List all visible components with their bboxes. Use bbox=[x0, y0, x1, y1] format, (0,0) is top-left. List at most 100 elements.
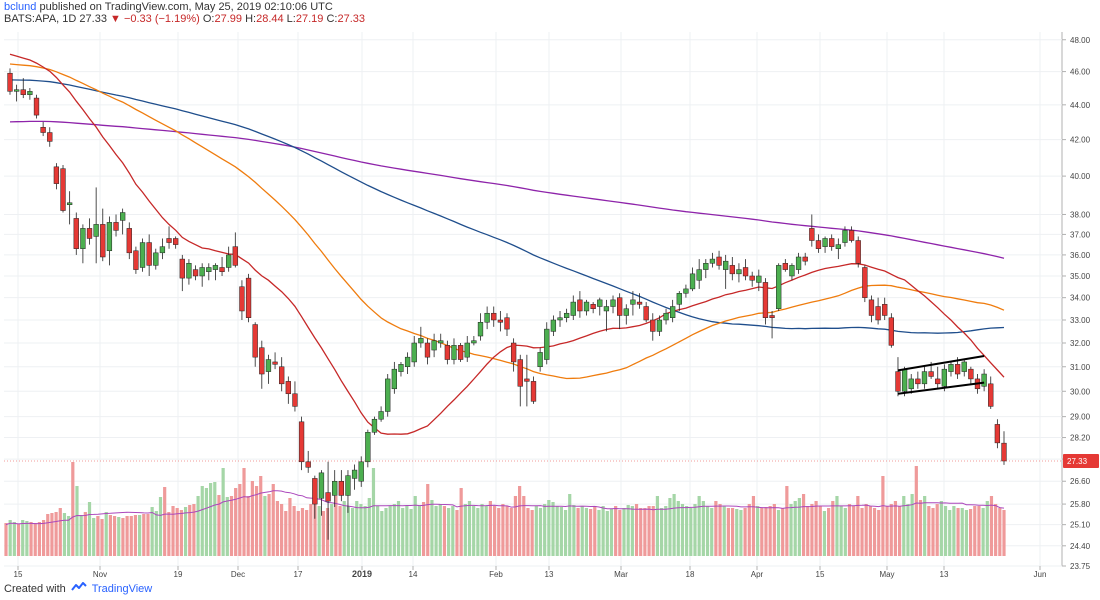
volume-bar bbox=[79, 515, 83, 556]
volume-bar bbox=[806, 506, 810, 556]
volume-bar bbox=[225, 497, 229, 556]
volume-bar bbox=[852, 506, 856, 556]
volume-bar bbox=[467, 501, 472, 556]
candle bbox=[835, 238, 841, 260]
candle bbox=[510, 338, 517, 372]
tradingview-brand[interactable]: TradingView bbox=[91, 583, 153, 595]
candle-body bbox=[47, 132, 53, 142]
volume-bar bbox=[856, 496, 860, 556]
volume-ma-line bbox=[5, 490, 1005, 526]
candle bbox=[424, 338, 431, 365]
time-tick-label: 13 bbox=[545, 570, 554, 579]
volume-bar bbox=[781, 508, 785, 556]
volume-bar bbox=[409, 509, 413, 556]
candle bbox=[590, 302, 596, 314]
volume-bar bbox=[568, 494, 572, 556]
channel-upper-line bbox=[897, 354, 985, 372]
close-label: C: bbox=[326, 13, 338, 25]
candle bbox=[192, 265, 199, 281]
created-with-label: Created with bbox=[4, 583, 66, 595]
candle-body bbox=[133, 250, 139, 270]
candle-body bbox=[444, 345, 451, 360]
candle-body bbox=[153, 252, 159, 266]
volume-bar bbox=[305, 510, 309, 556]
candle-body bbox=[53, 166, 60, 184]
candle-body bbox=[603, 306, 610, 312]
volume-bar bbox=[246, 496, 250, 556]
last-price: 27.33 bbox=[79, 13, 107, 25]
price-axis[interactable]: 48.00 46.00 44.00 42.00 40.00 38.00 37.00 36.00… bbox=[1062, 36, 1091, 571]
volume-bar bbox=[183, 507, 188, 556]
volume-bar bbox=[142, 514, 146, 556]
candle bbox=[298, 416, 305, 471]
candle bbox=[166, 226, 172, 249]
volume-bar bbox=[505, 506, 509, 556]
price-tick-label: 30.00 bbox=[1070, 387, 1091, 396]
symbol-label: BATS:APA, 1D bbox=[4, 13, 77, 25]
candle-body bbox=[577, 299, 583, 312]
candle-body bbox=[610, 299, 616, 307]
candle-body bbox=[617, 297, 623, 316]
candle bbox=[159, 238, 166, 260]
volume-bar bbox=[676, 501, 680, 556]
author-name[interactable]: bclund bbox=[4, 1, 37, 13]
candle-body bbox=[650, 319, 656, 332]
candle bbox=[471, 336, 477, 346]
candle-body bbox=[298, 421, 305, 463]
candle bbox=[848, 226, 855, 243]
volume-bar bbox=[655, 496, 660, 556]
candle bbox=[491, 306, 497, 327]
candle bbox=[418, 326, 424, 348]
volume-bar bbox=[58, 508, 62, 556]
volume-bar bbox=[977, 506, 981, 556]
volume-bar bbox=[985, 501, 989, 556]
candle-body bbox=[338, 480, 344, 496]
volume-bar bbox=[275, 501, 280, 556]
volume-bar bbox=[593, 506, 597, 556]
candle bbox=[173, 236, 179, 249]
volume-bar bbox=[776, 510, 781, 556]
channel-drawing[interactable] bbox=[897, 354, 985, 395]
candle-body bbox=[186, 263, 192, 279]
open-label: O: bbox=[202, 13, 215, 25]
volume-bar bbox=[626, 505, 630, 556]
candle-body bbox=[663, 312, 669, 321]
ma-50-line bbox=[9, 63, 1005, 380]
price-chart[interactable]: 48.00 46.00 44.00 42.00 40.00 38.00 37.00 36.00… bbox=[0, 26, 1100, 580]
volume-bar bbox=[960, 508, 964, 556]
candle bbox=[431, 333, 437, 358]
volume-bar bbox=[534, 506, 538, 556]
price-tick-label: 31.00 bbox=[1070, 363, 1091, 372]
volume-bar bbox=[321, 511, 325, 556]
candle-body bbox=[20, 89, 26, 95]
volume-bar bbox=[764, 507, 768, 556]
volume-bar bbox=[618, 510, 622, 556]
candle-body bbox=[126, 228, 132, 254]
candle bbox=[120, 208, 126, 235]
candle-body bbox=[888, 317, 894, 346]
candle bbox=[650, 313, 656, 341]
candle bbox=[378, 406, 384, 422]
time-tick-label: May bbox=[879, 570, 894, 579]
candle-body bbox=[815, 240, 822, 249]
candle bbox=[544, 322, 550, 365]
candle bbox=[795, 252, 802, 274]
candle bbox=[935, 366, 941, 389]
candle-body bbox=[868, 299, 875, 316]
volume-bar bbox=[768, 506, 772, 556]
volume-bar bbox=[209, 483, 213, 556]
candle bbox=[557, 310, 563, 327]
volume-bar bbox=[92, 518, 96, 556]
candle-body bbox=[563, 312, 570, 318]
volume-bar bbox=[513, 496, 518, 556]
price-tick-label: 28.20 bbox=[1070, 434, 1091, 443]
volume-bar bbox=[480, 504, 484, 556]
tradingview-logo-icon[interactable] bbox=[71, 582, 87, 596]
candle-body bbox=[782, 263, 788, 270]
volume-bar bbox=[67, 516, 71, 556]
candle-body bbox=[789, 265, 795, 277]
candle-body bbox=[510, 342, 517, 363]
time-axis[interactable]: 15 Nov 19 Dec 17 2019 14 Feb 13 Mar 18 Apr 15 May 13 Ju… bbox=[14, 566, 1047, 579]
volume-bar bbox=[810, 504, 814, 556]
candle-body bbox=[80, 228, 86, 249]
